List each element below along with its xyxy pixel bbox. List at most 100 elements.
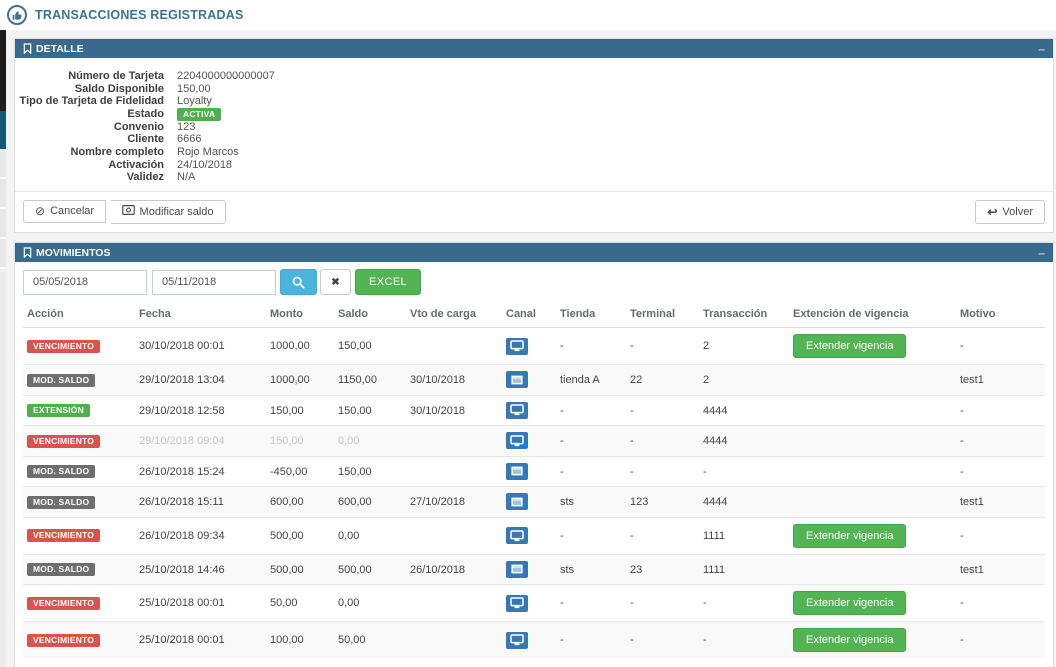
cell-vto-de-carga: 30/10/2018: [406, 394, 502, 426]
cell-monto: 500,00: [266, 516, 334, 555]
movement-row: MOD. SALDO 25/10/2018 14:46 500,00 500,0…: [23, 553, 1045, 585]
detail-field-value: 123: [177, 120, 196, 133]
cell-terminal: -: [626, 621, 699, 659]
cell-saldo: 0,00: [334, 425, 406, 457]
cell-monto: 50,00: [266, 584, 334, 622]
cell-saldo: 0,00: [334, 516, 406, 555]
movements-table-body: VENCIMIENTO 30/10/2018 00:01 1000,00 150…: [23, 328, 1045, 659]
channel-web-icon: [506, 594, 528, 612]
sidebar-segment-item: [0, 239, 6, 269]
cell-vto-de-carga: [406, 516, 502, 555]
cancel-button[interactable]: ⊘ Cancelar: [23, 199, 107, 223]
channel-web-icon: [506, 631, 528, 649]
cell-motivo: test1: [956, 364, 1045, 396]
col-monto: Monto: [266, 302, 334, 329]
movement-row: VENCIMIENTO 30/10/2018 00:01 1000,00 150…: [23, 328, 1045, 365]
cell-tienda: tienda A: [556, 364, 626, 396]
cell-transaccion: 4444: [699, 486, 789, 518]
detail-field-row: Activación 24/10/2018: [15, 159, 1053, 172]
cell-motivo: -: [956, 425, 1045, 457]
page-title: TRANSACCIONES REGISTRADAS: [35, 8, 244, 22]
extend-validity-button[interactable]: Extender vigencia: [793, 628, 907, 653]
detail-field-label: Tipo de Tarjeta de Fidelidad: [19, 95, 164, 108]
cell-transaccion: 2: [703, 340, 710, 353]
cell-tienda: -: [556, 425, 626, 457]
modify-balance-button[interactable]: Modificar saldo: [110, 200, 226, 225]
detail-field-label: Convenio: [113, 120, 164, 133]
collapse-icon[interactable]: –: [1038, 41, 1045, 56]
cell-transaccion: 4444: [699, 394, 789, 426]
channel-web-icon: [506, 337, 528, 355]
action-badge: VENCIMIENTO: [27, 339, 101, 353]
cell-transaccion: 4444: [699, 425, 789, 457]
sidebar-segment-item: [0, 179, 6, 209]
sidebar-segment-dark: [0, 30, 6, 111]
extend-validity-button[interactable]: Extender vigencia: [793, 523, 907, 548]
table-header-row: Acción Fecha Monto Saldo Vto de carga Ca…: [23, 302, 1045, 329]
cell-vto-de-carga: 27/10/2018: [406, 486, 502, 518]
detail-panel-header: DETALLE –: [15, 39, 1053, 58]
search-button[interactable]: [280, 269, 317, 296]
cell-tienda: sts: [556, 486, 626, 518]
detail-field-row: Tipo de Tarjeta de Fidelidad Loyalty: [15, 95, 1053, 108]
cell-transaccion: 1111: [699, 553, 789, 585]
extend-validity-button[interactable]: Extender vigencia: [793, 334, 907, 359]
detail-fields: Número de Tarjeta 2204000000000007 Saldo…: [15, 58, 1053, 191]
detail-field-label: Cliente: [127, 133, 164, 146]
cell-fecha: 26/10/2018 09:34: [135, 516, 266, 555]
action-badge: VENCIMIENTO: [27, 529, 101, 543]
cell-saldo: 500,00: [334, 553, 406, 585]
detail-panel: DETALLE – Número de Tarjeta 220400000000…: [14, 38, 1054, 234]
col-saldo: Saldo: [334, 302, 406, 329]
date-from-input[interactable]: [23, 269, 147, 295]
cell-tienda: -: [556, 621, 626, 659]
action-badge: MOD. SALDO: [27, 563, 96, 576]
col-terminal: Terminal: [626, 302, 699, 329]
detail-field-row: Cliente 6666: [15, 133, 1053, 146]
cell-saldo: 150,00: [334, 394, 406, 426]
channel-web-icon: [506, 527, 528, 544]
col-vto-de-carga: Vto de carga: [406, 302, 502, 329]
movement-row: VENCIMIENTO 29/10/2018 09:04 150,00 0,00…: [23, 425, 1045, 457]
cell-motivo: -: [956, 455, 1045, 487]
cell-terminal: 23: [626, 553, 699, 585]
action-badge: MOD. SALDO: [27, 373, 96, 387]
collapse-icon[interactable]: –: [1038, 245, 1045, 260]
channel-web-icon: [506, 401, 528, 419]
cell-tienda: -: [556, 516, 626, 555]
cell-monto: 100,00: [266, 621, 334, 659]
cell-monto: 150,00: [266, 394, 334, 426]
excel-export-button[interactable]: EXCEL: [355, 269, 422, 296]
cell-tienda: -: [560, 340, 564, 353]
cell-motivo: -: [960, 340, 964, 353]
date-to-input[interactable]: [152, 269, 276, 295]
cell-monto: -450,00: [266, 455, 334, 487]
extend-validity-button[interactable]: Extender vigencia: [793, 591, 907, 616]
cell-monto: 1000,00: [266, 364, 334, 396]
detail-field-value: Loyalty: [177, 95, 212, 108]
cell-tienda: -: [556, 455, 626, 487]
detail-field-label: Saldo Disponible: [74, 82, 164, 95]
detail-field-row: Validez N/A: [15, 171, 1053, 184]
cell-fecha: 26/10/2018 15:11: [135, 486, 266, 518]
sidebar-segment-active: [0, 111, 6, 149]
sidebar-segment-item: [0, 209, 6, 239]
cell-tienda: -: [556, 394, 626, 426]
detail-field-row: Estado ACTIVA: [15, 107, 1053, 121]
detail-field-row: Saldo Disponible 150,00: [15, 83, 1053, 96]
channel-pos-icon: [506, 462, 528, 480]
detail-field-value: 150,00: [177, 82, 211, 95]
clear-filter-button[interactable]: ✖: [320, 269, 351, 296]
col-fecha: Fecha: [135, 302, 266, 329]
collapsed-sidebar[interactable]: [0, 30, 6, 667]
detail-panel-title: DETALLE: [36, 42, 84, 55]
cell-terminal: 22: [626, 364, 699, 396]
channel-pos-icon: [506, 560, 528, 578]
cell-motivo: -: [956, 516, 1045, 555]
balance-icon: [121, 205, 135, 219]
back-button[interactable]: ↩ Volver: [975, 199, 1045, 225]
cell-terminal: -: [626, 455, 699, 487]
cell-monto: 150,00: [266, 425, 334, 457]
cell-motivo: -: [956, 584, 1045, 622]
detail-field-value: ACTIVA: [177, 107, 222, 121]
